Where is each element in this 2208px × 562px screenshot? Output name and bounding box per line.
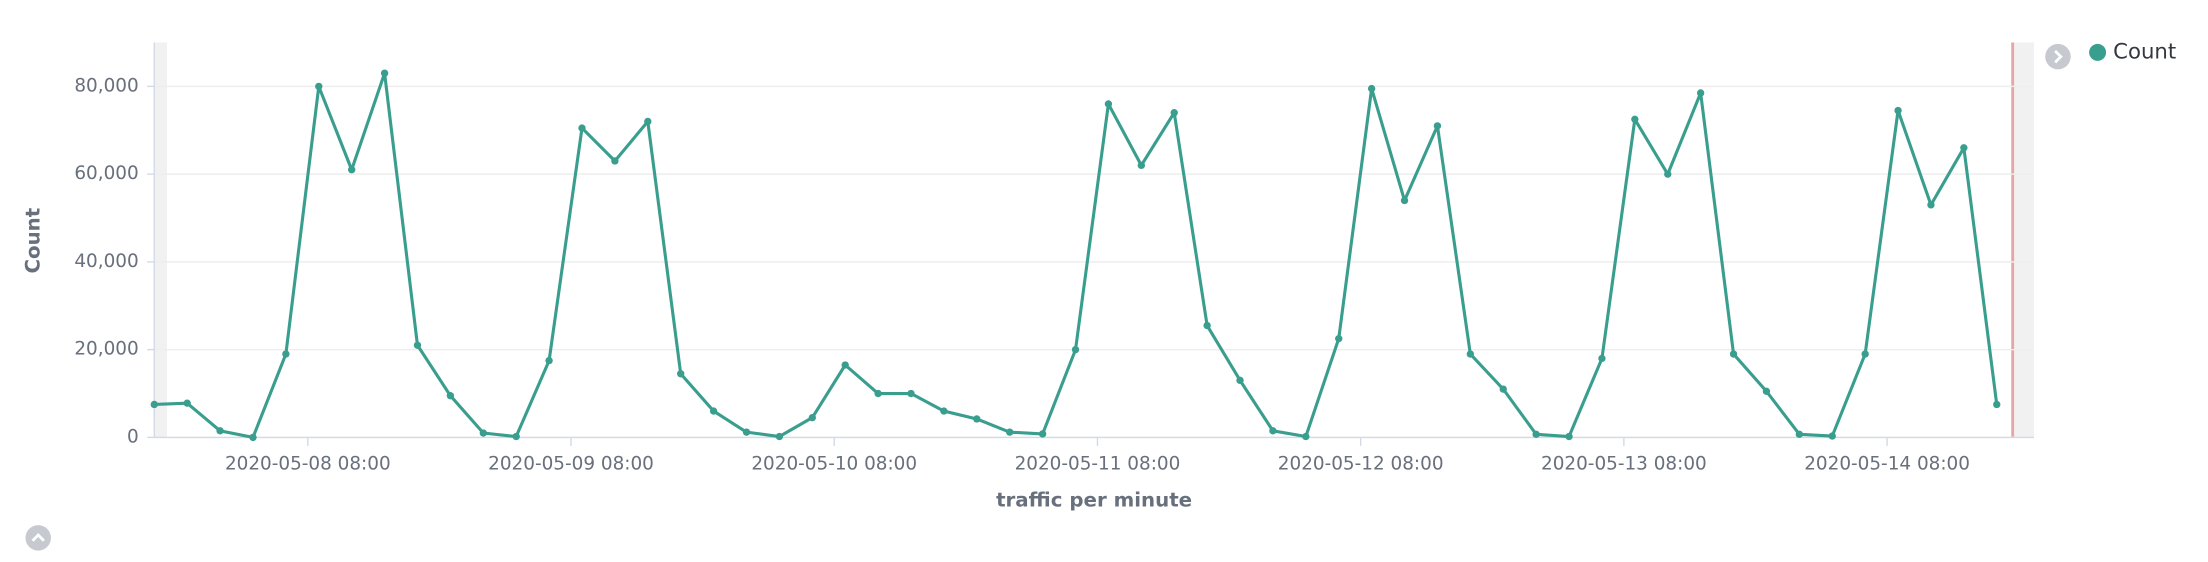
x-tick-label: 2020-05-08 08:00	[225, 453, 391, 474]
data-point	[1499, 385, 1507, 393]
y-tick-label: 60,000	[74, 163, 138, 184]
data-point	[1664, 170, 1672, 178]
data-point	[446, 392, 455, 400]
data-point	[1071, 345, 1080, 354]
data-point	[611, 157, 619, 165]
data-point	[709, 407, 718, 415]
y-tick-label: 20,000	[74, 339, 138, 360]
y-tick-label: 0	[127, 426, 139, 447]
data-point	[1302, 432, 1310, 441]
data-point	[216, 427, 224, 435]
data-point	[1532, 430, 1540, 439]
y-tick-label: 40,000	[74, 251, 138, 272]
legend-toggle[interactable]	[2045, 43, 2071, 70]
x-tick-label: 2020-05-11 08:00	[1015, 453, 1181, 474]
data-point	[1006, 428, 1014, 436]
y-axis-title: Count	[21, 207, 44, 273]
data-point	[1927, 201, 1935, 209]
data-point	[1400, 196, 1409, 205]
x-tick-label: 2020-05-14 08:00	[1804, 453, 1970, 474]
data-point	[1137, 161, 1146, 170]
y-tick-label: 80,000	[74, 75, 138, 96]
data-point	[1466, 350, 1475, 358]
data-point	[1960, 144, 1968, 152]
data-point	[1696, 89, 1705, 97]
data-point	[841, 361, 849, 369]
data-point	[1104, 100, 1113, 108]
data-point	[907, 389, 915, 398]
data-point	[742, 428, 751, 436]
data-point	[1203, 321, 1211, 330]
data-point	[315, 82, 323, 91]
data-point	[1038, 430, 1047, 438]
data-point	[644, 117, 652, 126]
legend-text: Count	[2113, 39, 2176, 64]
x-tick-label: 2020-05-09 08:00	[488, 453, 654, 474]
data-point	[1565, 432, 1573, 441]
data-point	[775, 432, 784, 441]
x-tick-label: 2020-05-10 08:00	[751, 453, 917, 474]
data-point	[183, 399, 191, 407]
data-point	[1335, 334, 1343, 343]
x-tick-label: 2020-05-13 08:00	[1541, 453, 1707, 474]
data-point	[249, 433, 257, 442]
x-tick-label: 2020-05-12 08:00	[1278, 453, 1444, 474]
data-point	[1269, 427, 1277, 435]
data-point	[1367, 84, 1376, 93]
data-point	[1598, 354, 1606, 363]
data-point	[512, 432, 520, 441]
data-point	[1236, 376, 1244, 385]
data-point	[1993, 400, 2001, 409]
data-point	[1170, 109, 1178, 117]
collapse-toggle[interactable]	[25, 525, 51, 551]
data-point	[380, 69, 389, 77]
legend-swatch	[2089, 43, 2107, 61]
data-point	[874, 389, 882, 398]
data-point	[973, 415, 981, 423]
data-point	[578, 124, 586, 132]
data-point	[545, 356, 553, 365]
data-point	[1828, 432, 1836, 440]
data-point	[1631, 115, 1639, 123]
data-point	[479, 429, 487, 437]
data-point	[677, 370, 685, 378]
out-of-range-shade	[2012, 42, 2034, 438]
data-point	[1795, 430, 1804, 439]
data-point	[150, 400, 158, 409]
data-point	[413, 341, 422, 349]
data-point	[1729, 350, 1738, 358]
series-line	[154, 71, 1999, 439]
data-point	[940, 407, 948, 415]
data-point	[808, 413, 816, 422]
data-point	[1894, 106, 1902, 115]
x-axis-title: traffic per minute	[996, 489, 1192, 512]
data-point	[348, 166, 356, 174]
data-point	[1433, 122, 1442, 130]
data-point	[1762, 387, 1771, 396]
data-point	[282, 350, 290, 358]
out-of-range-shade	[154, 42, 168, 438]
data-point	[1861, 350, 1869, 358]
